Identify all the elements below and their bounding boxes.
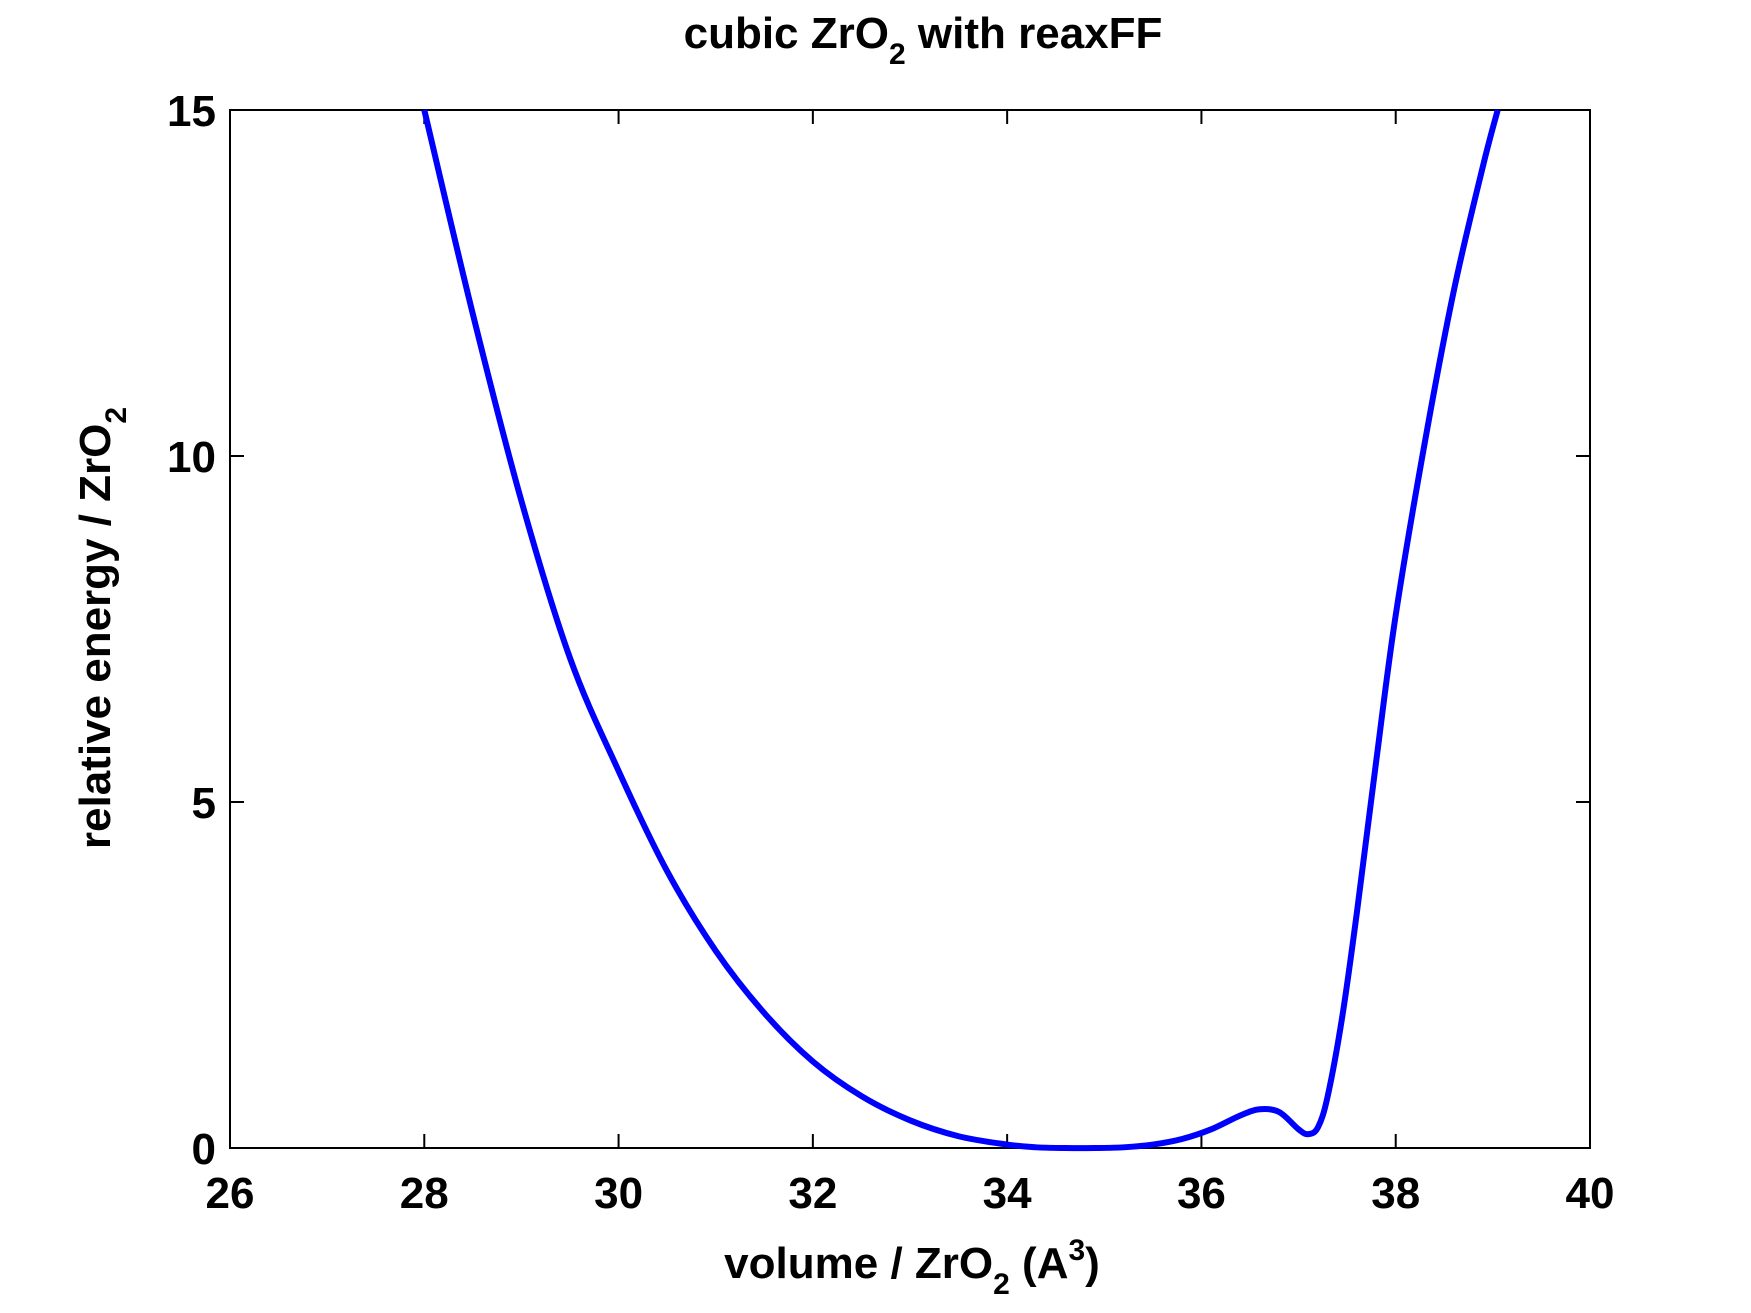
chart-title: cubic ZrO2 with reaxFF	[684, 9, 1163, 71]
x-axis-label: volume / ZrO2 (A3)	[724, 1234, 1100, 1301]
y-tick-label: 15	[167, 87, 216, 136]
x-axis-label-mid: (A	[1010, 1239, 1069, 1288]
y-axis-ticks: 0 5 10 15	[167, 87, 1590, 1174]
x-tick-label: 36	[1177, 1169, 1226, 1218]
series-layer	[421, 109, 1501, 1152]
y-tick-label: 0	[192, 1125, 216, 1174]
x-tick-label: 26	[206, 1169, 255, 1218]
y-tick-label: 10	[167, 433, 216, 482]
x-tick-label: 30	[594, 1169, 643, 1218]
chart-title-main: cubic ZrO	[684, 9, 889, 58]
y-tick-label: 5	[192, 779, 216, 828]
x-tick-label: 40	[1566, 1169, 1615, 1218]
axes-box	[229, 109, 1591, 1149]
x-axis-label-rest: )	[1085, 1239, 1100, 1288]
x-axis-label-subscript: 2	[993, 1268, 1010, 1301]
series-line	[421, 109, 1501, 1152]
y-axis-label: relative energy / ZrO2	[71, 407, 133, 849]
x-axis-ticks: 26 28 30 32 34 36 38 40	[206, 110, 1615, 1218]
y-axis-label-main: relative energy / ZrO	[71, 424, 120, 850]
x-tick-label: 28	[400, 1169, 449, 1218]
chart-title-rest: with reaxFF	[906, 9, 1163, 58]
y-axis-label-subscript: 2	[100, 407, 133, 424]
plot-area: 26 28 30 32 34 36 38 40 0 5 10 15	[167, 87, 1614, 1218]
x-tick-label: 34	[983, 1169, 1032, 1218]
chart-title-subscript: 2	[889, 38, 906, 71]
x-tick-label: 32	[788, 1169, 837, 1218]
x-axis-label-main: volume / ZrO	[724, 1239, 993, 1288]
x-tick-label: 38	[1371, 1169, 1420, 1218]
x-axis-label-superscript: 3	[1068, 1234, 1085, 1267]
